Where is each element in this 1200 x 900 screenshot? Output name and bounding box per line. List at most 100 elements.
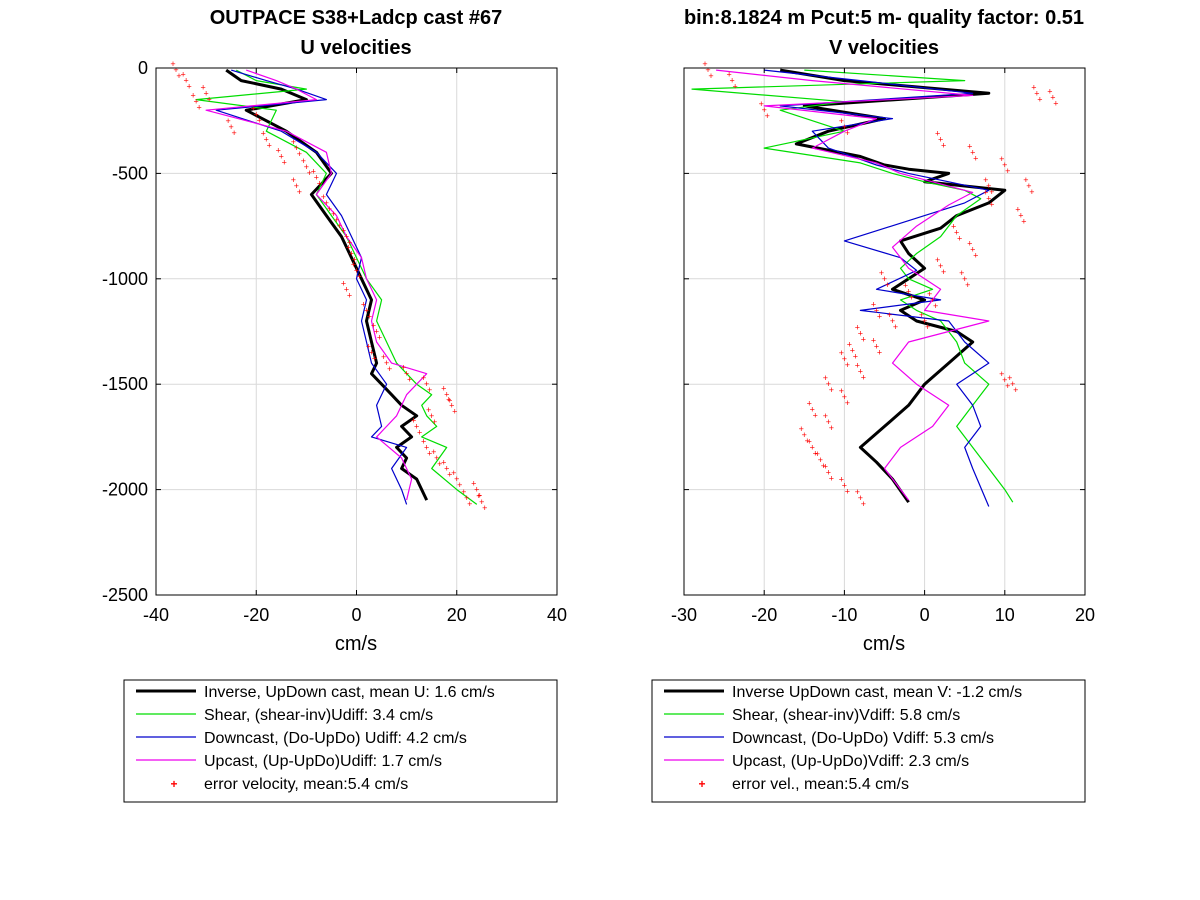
error-point: +	[933, 301, 938, 311]
error-point: +	[823, 411, 828, 421]
error-point: +	[858, 493, 863, 503]
error-point: +	[324, 198, 329, 208]
y-tick-label: -1000	[102, 269, 148, 289]
error-point: +	[729, 76, 734, 86]
error-point: +	[877, 311, 882, 321]
error-point: +	[861, 335, 866, 345]
series-line-3	[205, 69, 428, 501]
error-point: +	[855, 361, 860, 371]
error-point: +	[407, 375, 412, 385]
error-point: +	[477, 491, 482, 501]
error-point: +	[474, 485, 479, 495]
v-grid	[684, 68, 1085, 595]
error-point: +	[970, 147, 975, 157]
error-point: +	[374, 327, 379, 337]
error-point: +	[482, 503, 487, 513]
error-point: +	[180, 70, 185, 80]
u-grid	[156, 68, 557, 595]
legend-entry: Inverse, UpDown cast, mean U: 1.6 cm/s	[204, 684, 495, 701]
error-point: +	[257, 115, 262, 125]
legend-entry: Upcast, (Up-UpDo)Udiff: 1.7 cm/s	[204, 753, 442, 770]
error-point: +	[451, 468, 456, 478]
error-point: +	[842, 392, 847, 402]
v-chart-title: bin:8.1824 m Pcut:5 m- quality factor: 0…	[684, 7, 1084, 29]
error-point: +	[424, 379, 429, 389]
error-point: +	[909, 292, 914, 302]
error-point: +	[821, 461, 826, 471]
error-point: +	[842, 122, 847, 132]
error-point: +	[437, 459, 442, 469]
error-point: +	[951, 221, 956, 231]
error-point: +	[344, 232, 349, 242]
error-point: +	[874, 305, 879, 315]
error-point: +	[954, 227, 959, 237]
error-point: +	[826, 379, 831, 389]
error-point: +	[855, 487, 860, 497]
error-point: +	[935, 255, 940, 265]
error-point: +	[176, 71, 181, 81]
error-point: +	[334, 215, 339, 225]
error-point: +	[226, 116, 231, 126]
u-velocity-panel: OUTPACE S38+Ladcp cast #67 U velocities …	[102, 7, 567, 655]
error-point: +	[922, 316, 927, 326]
error-point: +	[203, 88, 208, 98]
error-point: +	[845, 398, 850, 408]
v-legend: Inverse UpDown cast, mean V: -1.2 cm/s Sh…	[651, 679, 1086, 803]
error-point: +	[1037, 94, 1042, 104]
y-tick-label: -2000	[102, 480, 148, 500]
error-point: +	[476, 491, 481, 501]
error-point: +	[938, 261, 943, 271]
error-point: +	[887, 310, 892, 320]
x-tick-label: 20	[1075, 605, 1095, 625]
error-point: +	[845, 360, 850, 370]
error-point: +	[369, 348, 374, 358]
error-point: +	[938, 135, 943, 145]
error-point: +	[823, 373, 828, 383]
error-point: +	[858, 329, 863, 339]
error-point: +	[301, 156, 306, 166]
error-point: +	[815, 449, 820, 459]
error-point: +	[193, 97, 198, 107]
error-point: +	[196, 103, 201, 113]
error-point: +	[861, 373, 866, 383]
error-point: +	[726, 70, 731, 80]
error-point: +	[705, 65, 710, 75]
error-point: +	[970, 244, 975, 254]
error-point: +	[965, 280, 970, 290]
error-point: +	[826, 468, 831, 478]
error-point: +	[424, 442, 429, 452]
error-point: +	[421, 373, 426, 383]
error-point: +	[989, 187, 994, 197]
v-chart-subtitle: V velocities	[829, 37, 939, 59]
error-point: +	[294, 143, 299, 153]
legend-entry: Shear, (shear-inv)Vdiff: 5.8 cm/s	[732, 707, 960, 724]
u-ticks: -40 -20 0 20 40 0 -500 -1000 -1500 -2000 -2500	[102, 58, 567, 625]
error-point: +	[813, 410, 818, 420]
error-point: +	[444, 390, 449, 400]
error-point: +	[1023, 175, 1028, 185]
error-point: +	[190, 91, 195, 101]
error-point: +	[847, 339, 852, 349]
legend-marker: +	[698, 777, 705, 791]
error-point: +	[893, 322, 898, 332]
error-point: +	[314, 173, 319, 183]
error-point: +	[251, 103, 256, 113]
error-point: +	[850, 345, 855, 355]
error-point: +	[444, 464, 449, 474]
error-point: +	[452, 406, 457, 416]
error-point: +	[279, 152, 284, 162]
error-point: +	[441, 458, 446, 468]
error-point: +	[941, 267, 946, 277]
error-point: +	[426, 405, 431, 415]
error-point: +	[874, 341, 879, 351]
error-point: +	[200, 82, 205, 92]
legend-entry: error vel., mean:5.4 cm/s	[732, 776, 909, 793]
error-point: +	[842, 354, 847, 364]
error-point: +	[983, 175, 988, 185]
error-point: +	[861, 499, 866, 509]
error-point: +	[885, 280, 890, 290]
y-tick-label: -1500	[102, 374, 148, 394]
legend-entry: Downcast, (Do-UpDo) Udiff: 4.2 cm/s	[204, 730, 467, 747]
error-point: +	[829, 474, 834, 484]
error-point: +	[986, 194, 991, 204]
